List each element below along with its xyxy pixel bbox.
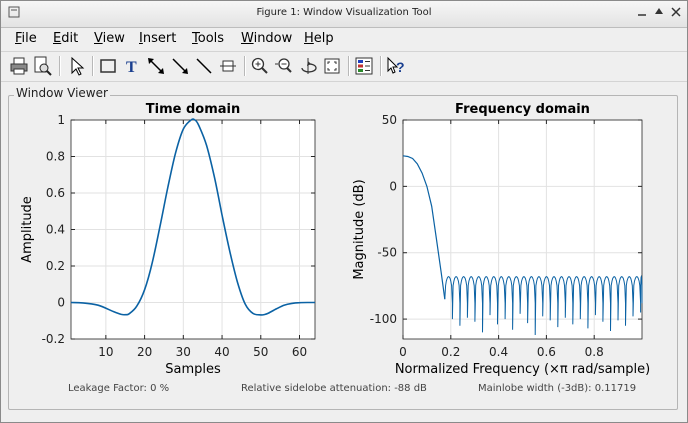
zoom-in-icon — [251, 57, 268, 74]
plot-area — [403, 120, 642, 339]
insert-arrow-button[interactable] — [169, 55, 191, 77]
minimize-icon — [638, 14, 646, 16]
menu-insert[interactable]: Insert — [139, 31, 177, 46]
help-button[interactable]: ? — [385, 55, 407, 77]
x-tick-label: 40 — [214, 345, 229, 359]
toolbar-separator — [92, 56, 94, 76]
toolbar-separator — [380, 56, 382, 76]
print-button[interactable] — [8, 55, 30, 77]
arrow-icon — [172, 58, 188, 74]
x-axis-label: Normalized Frequency (×π rad/sample) — [395, 362, 650, 377]
rotate-3d-button[interactable] — [297, 55, 319, 77]
toolbar-separator — [59, 56, 61, 76]
print-preview-button[interactable] — [31, 55, 53, 77]
menu-tools[interactable]: Tools — [192, 31, 225, 46]
window-menu-button[interactable] — [7, 6, 21, 20]
menu-edit[interactable]: Edit — [53, 31, 79, 46]
time-domain-line — [70, 118, 316, 316]
double-arrow-icon — [148, 58, 164, 74]
x-tick-label: 0 — [399, 345, 407, 359]
sidelobe-attenuation: Relative sidelobe attenuation: -88 dB — [241, 383, 427, 394]
zoom-out-button[interactable] — [273, 55, 295, 77]
x-tick-label: 30 — [176, 345, 191, 359]
menu-view[interactable]: View — [94, 31, 125, 46]
insert-line-button[interactable] — [193, 55, 215, 77]
maximize-icon — [655, 8, 663, 14]
insert-legend-button[interactable] — [217, 55, 239, 77]
mainlobe-width: Mainlobe width (-3dB): 0.11719 — [478, 383, 637, 394]
menu-window[interactable]: Window — [241, 31, 293, 46]
insert-double-arrow-button[interactable] — [145, 55, 167, 77]
x-tick-label: 10 — [98, 345, 113, 359]
window-title: Figure 1: Window Visualization Tool — [256, 7, 432, 18]
menu-file[interactable]: File — [15, 31, 37, 46]
time-domain-title: Time domain — [146, 102, 240, 117]
y-tick-label: 1 — [57, 113, 65, 127]
svg-text:?: ? — [396, 59, 405, 75]
text-icon: T — [126, 59, 137, 76]
y-tick-label: 50 — [382, 113, 397, 127]
y-tick-label: -100 — [370, 312, 397, 326]
y-axis-label: Magnitude (dB) — [352, 179, 367, 279]
select-arrow-icon — [71, 56, 85, 76]
window-menu-icon — [8, 6, 20, 18]
panel-title: Window Viewer — [14, 86, 110, 100]
print-preview-icon — [34, 56, 52, 76]
insert-colorbar-button[interactable] — [353, 55, 375, 77]
rectangle-icon — [100, 59, 116, 73]
y-tick-label: -0.2 — [42, 332, 65, 346]
x-tick-label: 0.6 — [537, 345, 556, 359]
window-viewer-panel — [8, 95, 678, 410]
y-tick-label: 0 — [57, 296, 65, 310]
maximize-button[interactable] — [652, 6, 666, 20]
axes-box — [402, 119, 643, 340]
edit-plot-button[interactable] — [65, 55, 87, 77]
title-bar[interactable]: Figure 1: Window Visualization Tool — [1, 1, 687, 28]
y-tick-label: 0.2 — [46, 259, 65, 273]
help-icon: ? — [387, 56, 405, 75]
zoom-in-button[interactable] — [249, 55, 271, 77]
y-tick-label: 0.6 — [46, 186, 65, 200]
restore-view-icon — [324, 58, 340, 74]
rotate-icon — [301, 58, 317, 74]
y-tick-label: -50 — [377, 246, 397, 260]
insert-text-button[interactable]: T — [121, 55, 143, 77]
x-tick-label: 0.4 — [489, 345, 508, 359]
x-tick-label: 50 — [253, 345, 268, 359]
close-icon — [671, 7, 681, 17]
y-tick-label: 0.4 — [46, 223, 65, 237]
x-tick-label: 0.8 — [585, 345, 604, 359]
insert-rectangle-button[interactable] — [97, 55, 119, 77]
y-tick-label: 0 — [389, 179, 397, 193]
minimize-button[interactable] — [635, 6, 649, 20]
print-icon — [10, 57, 28, 75]
toolbar: T ? — [1, 51, 687, 82]
x-tick-label: 20 — [137, 345, 152, 359]
menu-help[interactable]: Help — [304, 31, 334, 46]
time-domain-plot[interactable]: 10 20 30 40 50 60 -0.2 0 0.2 0.4 0.6 0.8 1 Time domai… — [20, 102, 316, 377]
y-tick-label: 0.8 — [46, 150, 65, 164]
x-tick-label: 0.2 — [441, 345, 460, 359]
toolbar-separator — [244, 56, 246, 76]
leakage-factor: Leakage Factor: 0 % — [68, 383, 170, 394]
frequency-domain-title: Frequency domain — [455, 102, 590, 117]
x-tick-label: 60 — [292, 345, 307, 359]
line-icon — [196, 58, 212, 74]
zoom-out-icon — [275, 58, 292, 73]
toolbar-separator — [348, 56, 350, 76]
close-button[interactable] — [669, 6, 683, 20]
x-axis-label: Samples — [165, 362, 221, 377]
svg-text:T: T — [126, 59, 137, 76]
y-axis-label: Amplitude — [20, 196, 35, 263]
legend-icon — [220, 60, 236, 72]
frequency-domain-plot[interactable]: 0 0.2 0.4 0.6 0.8 50 0 -50 -100 Frequency domain N… — [352, 102, 650, 377]
mainlobe-line — [402, 155, 446, 300]
restore-view-button[interactable] — [321, 55, 343, 77]
insert-colorbar-icon — [355, 57, 373, 75]
menu-bar: File Edit View Insert Tools Window Help … — [1, 28, 687, 72]
sidelobes-line — [444, 274, 643, 336]
